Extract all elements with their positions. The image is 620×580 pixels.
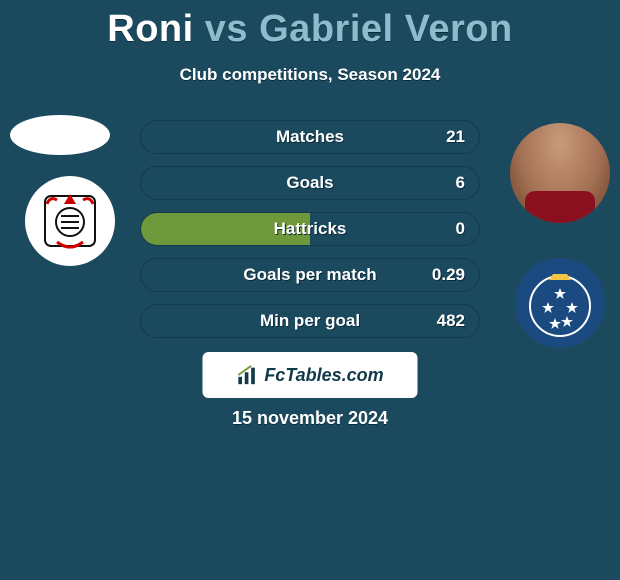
player1-avatar <box>10 115 110 155</box>
subtitle: Club competitions, Season 2024 <box>0 65 620 85</box>
stat-value-p2: 6 <box>456 167 465 199</box>
player1-name: Roni <box>107 8 193 50</box>
stat-row-matches: Matches 21 <box>140 120 480 154</box>
bar-chart-icon <box>236 364 258 386</box>
stat-label: Hattricks <box>141 213 479 245</box>
stat-value-p2: 0 <box>456 213 465 245</box>
player2-avatar <box>510 123 610 223</box>
stat-row-goals-per-match: Goals per match 0.29 <box>140 258 480 292</box>
infographic-date: 15 november 2024 <box>0 408 620 429</box>
stat-value-p2: 482 <box>437 305 465 337</box>
watermark-badge: FcTables.com <box>203 352 418 398</box>
cruzeiro-crest-icon <box>515 258 605 348</box>
stat-label: Matches <box>141 121 479 153</box>
stat-label: Min per goal <box>141 305 479 337</box>
stats-container: Matches 21 Goals 6 Hattricks 0 Goals per… <box>140 120 480 350</box>
stat-label: Goals <box>141 167 479 199</box>
stat-value-p2: 0.29 <box>432 259 465 291</box>
player2-name: Gabriel Veron <box>259 8 513 50</box>
stat-label: Goals per match <box>141 259 479 291</box>
stat-value-p2: 21 <box>446 121 465 153</box>
corinthians-crest-icon <box>25 176 115 266</box>
watermark-text: FcTables.com <box>264 365 383 386</box>
stat-row-min-per-goal: Min per goal 482 <box>140 304 480 338</box>
stat-row-goals: Goals 6 <box>140 166 480 200</box>
stat-row-hattricks: Hattricks 0 <box>140 212 480 246</box>
comparison-title: Roni vs Gabriel Veron <box>0 0 620 51</box>
vs-text: vs <box>205 8 248 50</box>
